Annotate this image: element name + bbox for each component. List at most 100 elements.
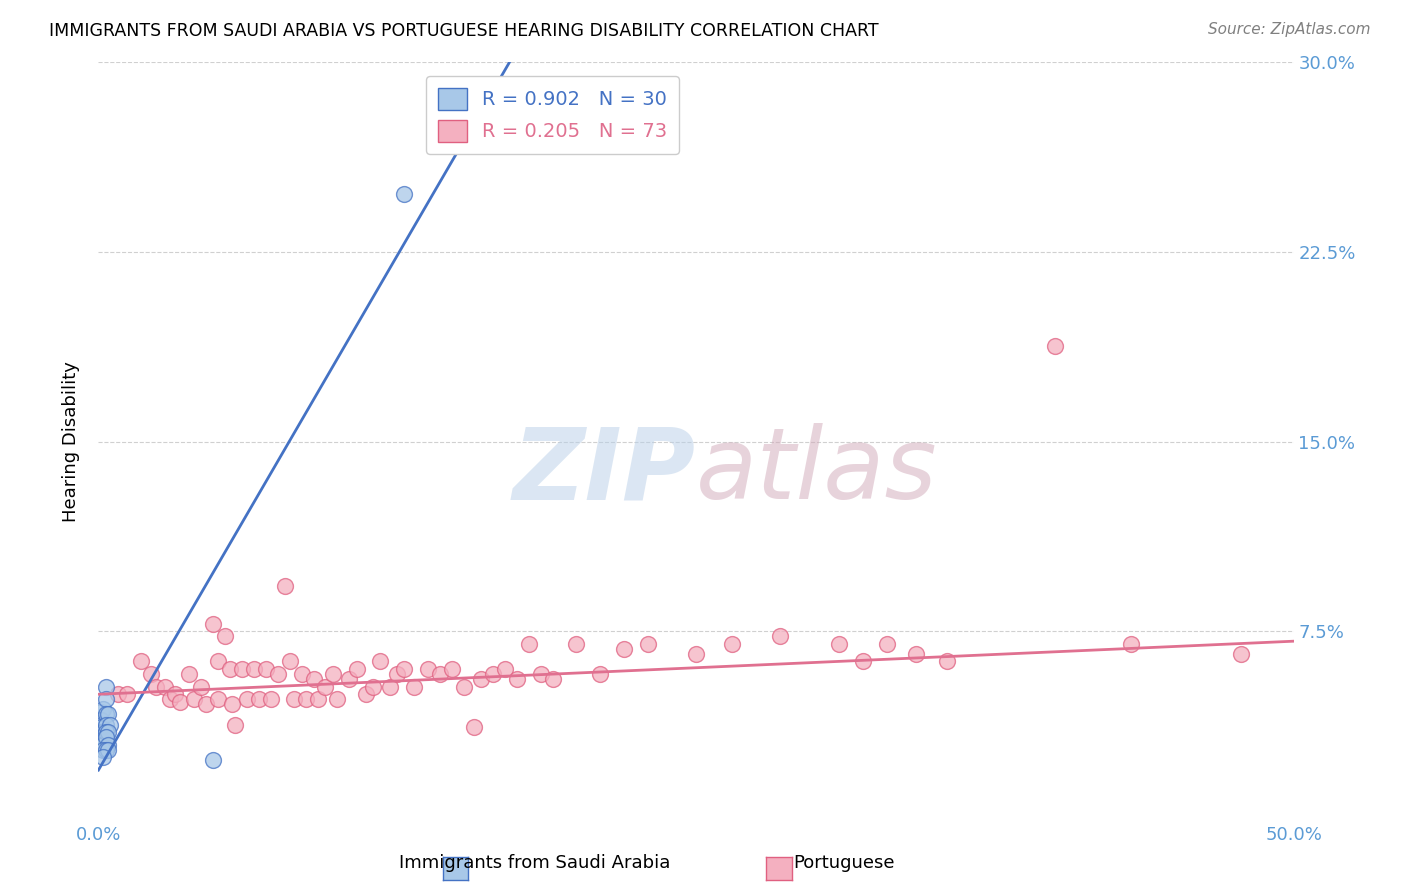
Point — [195, 698, 218, 712]
Point — [904, 647, 927, 661]
Point — [90, 730, 112, 744]
Point — [94, 680, 117, 694]
Point — [283, 692, 305, 706]
Text: atlas: atlas — [696, 424, 938, 520]
Point — [247, 692, 270, 706]
Text: Portuguese: Portuguese — [793, 855, 894, 872]
Point — [98, 717, 122, 731]
Point — [183, 692, 205, 706]
Point — [243, 662, 266, 676]
Point — [224, 717, 246, 731]
Point — [90, 720, 112, 734]
Point — [291, 667, 314, 681]
Point — [219, 662, 242, 676]
Point — [385, 667, 409, 681]
Point — [339, 672, 361, 686]
Point — [94, 717, 117, 731]
Point — [346, 662, 368, 676]
Point — [94, 730, 117, 744]
Point — [91, 702, 114, 716]
Point — [94, 725, 117, 739]
Point — [418, 662, 440, 676]
Point — [295, 692, 318, 706]
Point — [517, 637, 540, 651]
Point — [221, 698, 243, 712]
Point — [402, 680, 425, 694]
Point — [90, 738, 112, 752]
Point — [179, 667, 201, 681]
Point — [267, 667, 290, 681]
Point — [131, 655, 153, 669]
Point — [354, 687, 377, 701]
Point — [394, 662, 416, 676]
Point — [541, 672, 564, 686]
Point — [302, 672, 325, 686]
Point — [202, 753, 225, 767]
Point — [307, 692, 329, 706]
Point — [828, 637, 851, 651]
Point — [463, 720, 485, 734]
Point — [202, 616, 225, 631]
Text: Immigrants from Saudi Arabia: Immigrants from Saudi Arabia — [398, 855, 671, 872]
Point — [107, 687, 129, 701]
Point — [481, 667, 505, 681]
Text: ZIP: ZIP — [513, 424, 696, 520]
Y-axis label: Hearing Disability: Hearing Disability — [62, 361, 80, 522]
Point — [90, 717, 112, 731]
Point — [685, 647, 707, 661]
Point — [90, 713, 112, 727]
Point — [94, 707, 117, 722]
Point — [363, 680, 385, 694]
Point — [936, 655, 959, 669]
Point — [441, 662, 464, 676]
Point — [876, 637, 898, 651]
Point — [207, 655, 229, 669]
Point — [190, 680, 212, 694]
Point — [90, 705, 112, 719]
Point — [394, 186, 416, 201]
Point — [155, 680, 177, 694]
Point — [494, 662, 516, 676]
Point — [159, 692, 181, 706]
Point — [1230, 647, 1253, 661]
Point — [214, 629, 236, 643]
Point — [315, 680, 337, 694]
Point — [589, 667, 612, 681]
Point — [470, 672, 492, 686]
Point — [637, 637, 659, 651]
Point — [91, 738, 114, 752]
Point — [721, 637, 744, 651]
Point — [768, 629, 790, 643]
Point — [90, 732, 112, 747]
Point — [207, 692, 229, 706]
Point — [274, 579, 297, 593]
Point — [231, 662, 253, 676]
Point — [1043, 338, 1066, 352]
Point — [97, 738, 120, 752]
Text: IMMIGRANTS FROM SAUDI ARABIA VS PORTUGUESE HEARING DISABILITY CORRELATION CHART: IMMIGRANTS FROM SAUDI ARABIA VS PORTUGUE… — [49, 22, 879, 40]
Point — [278, 655, 301, 669]
Point — [506, 672, 529, 686]
Point — [97, 743, 120, 757]
Point — [370, 655, 392, 669]
Point — [254, 662, 277, 676]
Point — [565, 637, 588, 651]
Point — [97, 707, 120, 722]
Point — [90, 735, 112, 749]
Point — [91, 750, 114, 764]
Point — [91, 735, 114, 749]
Point — [115, 687, 138, 701]
Point — [1119, 637, 1142, 651]
Point — [91, 730, 114, 744]
Point — [145, 680, 167, 694]
Point — [378, 680, 401, 694]
Point — [326, 692, 349, 706]
Point — [259, 692, 281, 706]
Point — [163, 687, 186, 701]
Point — [139, 667, 162, 681]
Point — [235, 692, 257, 706]
Point — [94, 743, 117, 757]
Point — [94, 692, 117, 706]
Point — [322, 667, 344, 681]
Text: Source: ZipAtlas.com: Source: ZipAtlas.com — [1208, 22, 1371, 37]
